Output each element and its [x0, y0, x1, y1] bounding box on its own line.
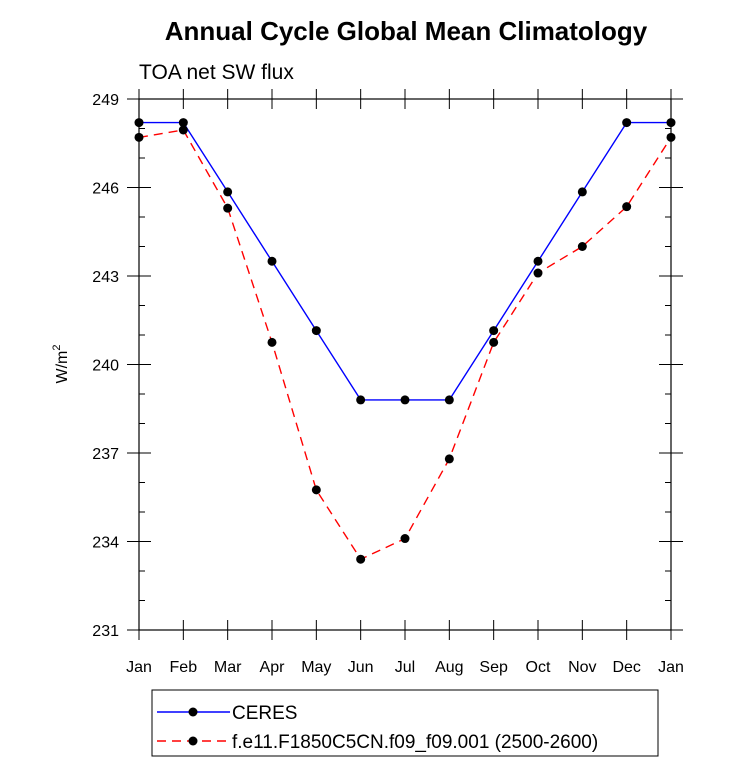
legend-box	[151, 689, 659, 757]
y-tick-label: 246	[92, 181, 119, 198]
series-2-point	[267, 337, 277, 347]
series-1-point	[444, 395, 454, 405]
series-line-2	[138, 129, 672, 561]
x-tick-label: Oct	[526, 659, 551, 676]
legend: CERES f.e11.F1850C5CN.f09_f09.001 (2500-2…	[151, 689, 659, 757]
x-tick-label: Sep	[479, 659, 508, 676]
legend-marker-1	[188, 707, 198, 717]
minor-ticks	[139, 128, 671, 601]
y-tick-label: 240	[92, 358, 119, 375]
y-tick-label: 243	[92, 269, 119, 286]
series-2-point	[622, 202, 632, 212]
series-1-point	[666, 118, 676, 128]
series-2-point	[178, 125, 188, 135]
series-1-point	[223, 187, 233, 197]
series-1-point	[134, 118, 144, 128]
series-2-point	[134, 132, 144, 142]
series-2-point	[577, 242, 587, 251]
series-lines	[138, 121, 672, 561]
y-axis-label-superscript: 2	[51, 345, 63, 351]
x-tick-label: Jan	[126, 659, 152, 676]
series-1-point	[311, 326, 321, 336]
x-tick-label: Feb	[170, 659, 198, 676]
axes: 231 234 237 240 243 246 249 Jan Feb Mar Apr May Jun J…	[92, 89, 684, 676]
legend-marker-2	[188, 736, 198, 746]
x-tick-label: Nov	[568, 659, 596, 676]
x-tick-label: May	[301, 659, 331, 676]
y-tick-label: 234	[92, 535, 119, 552]
legend-label-2: f.e11.F1850C5CN.f09_f09.001 (2500-2600)	[232, 732, 598, 753]
x-tick-label: Jul	[395, 659, 415, 676]
series-2-point	[356, 554, 366, 564]
y-tick-label: 237	[92, 446, 119, 463]
x-tick-label: Apr	[260, 659, 286, 676]
series-1-point	[178, 118, 188, 128]
x-tick-label: Aug	[435, 659, 463, 676]
series-line-1	[139, 121, 671, 401]
series-1-point	[533, 256, 543, 266]
legend-label-1: CERES	[232, 703, 297, 724]
y-tick-label: 249	[92, 92, 119, 109]
series-2-point	[489, 337, 499, 347]
series-1-point	[489, 326, 499, 336]
series-1-point	[622, 118, 632, 128]
series-markers	[134, 118, 676, 564]
series-2-point	[400, 534, 410, 544]
series-2-point	[444, 454, 454, 464]
chart-subtitle: TOA net SW flux	[139, 61, 294, 84]
series-1-point	[267, 256, 277, 266]
series-2-point	[533, 268, 543, 278]
y-axis-label-base: W/m	[54, 351, 71, 384]
series-2-point	[311, 485, 321, 495]
series-1-point	[577, 187, 587, 197]
x-tick-label: Mar	[214, 659, 242, 676]
series-2-point	[666, 132, 676, 142]
series-1-point	[400, 395, 410, 405]
x-tick-label: Dec	[612, 659, 640, 676]
series-1-point	[356, 395, 366, 405]
chart-title: Annual Cycle Global Mean Climatology	[165, 16, 648, 46]
series-2-point	[223, 203, 233, 213]
x-tick-label: Jun	[348, 659, 374, 676]
y-tick-label: 231	[92, 623, 119, 640]
x-tick-label: Jan	[658, 659, 684, 676]
y-axis-label: W/m2	[51, 345, 71, 384]
